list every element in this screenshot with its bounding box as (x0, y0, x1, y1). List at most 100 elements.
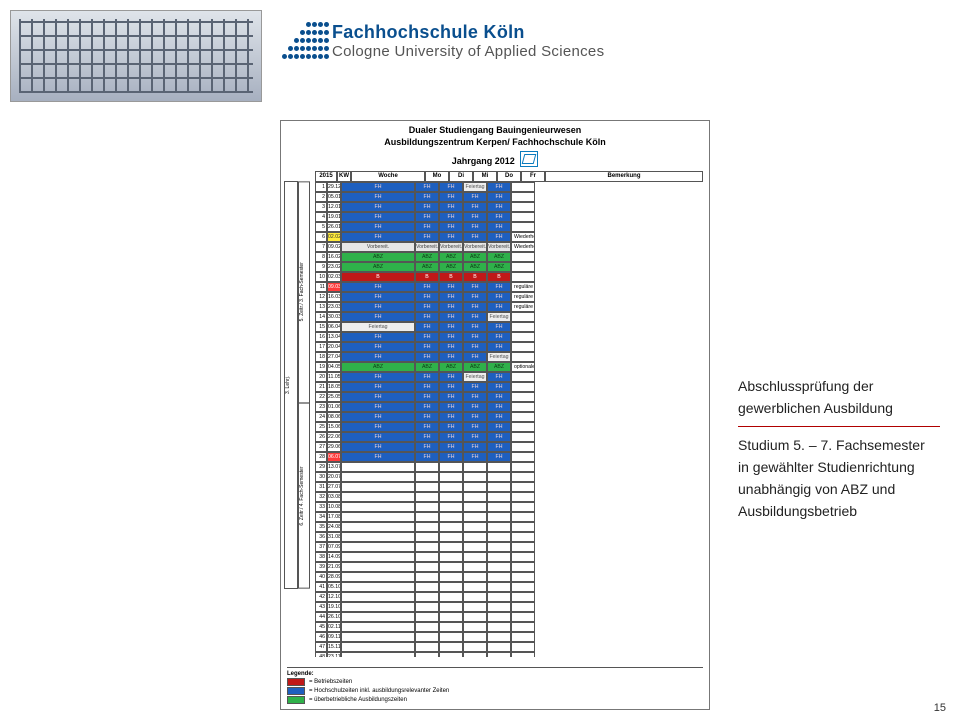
table-cell: FH (341, 232, 415, 242)
uni-line1: Fachhochschule Köln (332, 22, 525, 42)
legend-l2: = Hochschulzeiten inkl. ausbildungsrelev… (309, 688, 449, 694)
table-cell (511, 602, 535, 612)
table-cell: 34 (315, 512, 327, 522)
table-cell: FH (439, 442, 463, 452)
table-row: 2011.05.15 – 15.05.15FHFHFHFeiertagFH (315, 372, 703, 382)
table-cell: FH (463, 282, 487, 292)
table-cell: FH (463, 342, 487, 352)
table-cell: Vorbereit. (463, 242, 487, 252)
table-cell: FH (341, 282, 415, 292)
table-cell: Wiederholungsprüfungen (511, 232, 535, 242)
table-cell: FH (463, 422, 487, 432)
table-cell (511, 202, 535, 212)
table-cell: 30.03.15 – 03.04.15 (327, 312, 341, 322)
table-cell: FH (415, 392, 439, 402)
table-cell: FH (415, 182, 439, 192)
table-cell: 26.01.15 – 30.01.15 (327, 222, 341, 232)
table-row: 1323.03.15 – 27.03.15FHFHFHFHFHreguläre … (315, 302, 703, 312)
table-cell (511, 472, 535, 482)
table-cell (511, 612, 535, 622)
table-cell: FH (415, 332, 439, 342)
table-cell (511, 502, 535, 512)
table-cell: 19 (315, 362, 327, 372)
head-mo: Mo (425, 171, 449, 182)
table-cell (511, 442, 535, 452)
table-cell: 05.01.15 – 09.01.15 (327, 192, 341, 202)
side-lehrj: 3. Lehrj. (284, 181, 298, 589)
table-cell (341, 492, 415, 502)
table-cell (463, 532, 487, 542)
table-cell: FH (341, 452, 415, 462)
table-cell: ABZ (439, 262, 463, 272)
table-cell: ABZ (341, 262, 415, 272)
page-header: Fachhochschule Köln Cologne University o… (0, 0, 960, 108)
table-cell: FH (487, 222, 511, 232)
table-row: 3310.08.15 – 14.08.15 (315, 502, 703, 512)
table-cell (487, 532, 511, 542)
table-cell (511, 592, 535, 602)
table-cell: Vorbereit. (341, 242, 415, 252)
table-cell: FH (341, 442, 415, 452)
table-cell (463, 562, 487, 572)
uni-line2: Cologne University of Applied Sciences (332, 43, 604, 60)
table-cell (439, 602, 463, 612)
table-cell: 18.05.15 – 22.05.15 (327, 382, 341, 392)
table-cell: FH (341, 182, 415, 192)
table-cell (415, 462, 439, 472)
table-cell: FH (415, 432, 439, 442)
table-cell: 40 (315, 572, 327, 582)
table-cell: 14.09.15 – 18.09.15 (327, 552, 341, 562)
table-cell: 37 (315, 542, 327, 552)
table-cell: FH (487, 212, 511, 222)
table-cell (511, 312, 535, 322)
table-cell: 11.05.15 – 15.05.15 (327, 372, 341, 382)
legend-swatch-1-icon (287, 678, 305, 686)
table-cell: ABZ (487, 252, 511, 262)
table-cell: FH (415, 192, 439, 202)
table-cell: 25.05.15 – 29.05.15 (327, 392, 341, 402)
table-cell: 18 (315, 352, 327, 362)
table-cell (439, 552, 463, 562)
legend-l3: = überbetriebliche Ausbildungszeiten (309, 697, 407, 703)
table-cell (463, 652, 487, 657)
table-cell: 30 (315, 472, 327, 482)
table-row: 2118.05.15 – 22.05.15FHFHFHFHFH (315, 382, 703, 392)
table-cell (415, 542, 439, 552)
table-cell: FH (487, 302, 511, 312)
table-cell: FH (463, 192, 487, 202)
table-cell (511, 262, 535, 272)
table-cell (487, 542, 511, 552)
title-l2: Ausbildungszentrum Kerpen/ Fachhochschul… (384, 137, 606, 147)
table-cell: 15 (315, 322, 327, 332)
table-cell (415, 512, 439, 522)
table-cell: FH (439, 192, 463, 202)
table-cell: ABZ (463, 252, 487, 262)
table-cell: 31 (315, 482, 327, 492)
table-cell: 19.10.15 – 23.10.15 (327, 602, 341, 612)
table-cell (341, 512, 415, 522)
table-cell (511, 482, 535, 492)
table-cell (487, 552, 511, 562)
table-cell (511, 212, 535, 222)
table-cell: FH (439, 382, 463, 392)
table-cell: FH (341, 342, 415, 352)
table-cell: FH (463, 202, 487, 212)
table-cell: 47 (315, 642, 327, 652)
head-bem: Bemerkung (545, 171, 703, 182)
table-cell: 43 (315, 602, 327, 612)
table-cell: 22.06.15 – 26.06.15 (327, 432, 341, 442)
table-cell: FH (487, 202, 511, 212)
table-row: 2515.06.15 – 19.06.15FHFHFHFHFH (315, 422, 703, 432)
head-kw: KW (337, 171, 351, 182)
table-cell: Vorbereit. (415, 242, 439, 252)
fh-logo-icon (282, 22, 324, 62)
table-cell: FH (439, 422, 463, 432)
table-row: 2301.06.15 – 05.06.15FHFHFHFHFH (315, 402, 703, 412)
table-cell: B (463, 272, 487, 282)
table-row: 4426.10.15 – 30.10.15 (315, 612, 703, 622)
table-cell: FH (463, 332, 487, 342)
table-cell (511, 522, 535, 532)
table-cell: FH (415, 212, 439, 222)
table-cell: FH (415, 302, 439, 312)
table-cell: 02.02.15 – 06.02.15 (327, 232, 341, 242)
